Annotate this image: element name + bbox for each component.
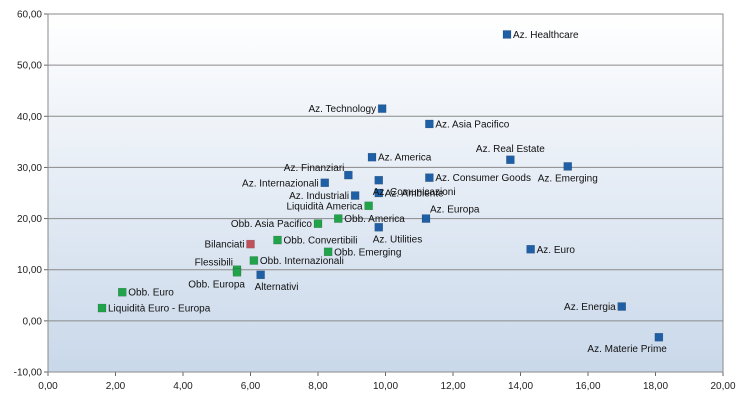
data-point-az-real-estate [506, 155, 515, 165]
data-label-az-america: Az. America [378, 153, 432, 164]
data-point-obb-america [334, 214, 343, 223]
data-point-az-technology [377, 104, 387, 113]
y-tick-label: 20,00 [17, 214, 42, 225]
data-label-az-comunicazioni: Az. Comunicazioni [373, 187, 456, 198]
data-label-az-healthcare: Az. Healthcare [513, 30, 579, 41]
y-tick-label: -10,00 [14, 368, 43, 379]
data-label-flessibili: Flessibili [195, 258, 233, 269]
data-label-obb-internazionali: Obb. Internazionali [260, 256, 344, 267]
plot-area [48, 14, 723, 372]
data-label-az-technology: Az. Technology [308, 104, 376, 115]
data-point-obb-emerging [323, 247, 333, 257]
x-tick-label: 4,00 [173, 381, 193, 392]
data-label-obb-emerging: Obb. Emerging [334, 247, 401, 258]
data-point-az-consumer-goods [425, 173, 434, 182]
data-point-obb-euro [118, 287, 127, 297]
y-tick-label: 50,00 [17, 61, 42, 72]
data-point-obb-asia-pacifico [313, 219, 323, 228]
data-point-az-internazionali [320, 178, 329, 188]
data-label-az-industriali: Az. Industriali [289, 191, 349, 202]
y-tick-label: 0,00 [23, 316, 43, 327]
data-label-az-emerging: Az. Emerging [538, 173, 598, 184]
data-label-az-finanziari: Az. Finanziari [284, 163, 345, 174]
data-label-az-internazionali: Az. Internazionali [242, 178, 319, 189]
data-label-liquidita-euro-europa: Liquidità Euro - Europa [108, 304, 211, 315]
data-point-az-euro [526, 245, 535, 254]
data-label-az-consumer-goods: Az. Consumer Goods [435, 173, 531, 184]
data-point-az-healthcare [502, 30, 512, 39]
x-axis-tick-labels: 0,00 2,00 4,00 6,00 8,00 10,00 12,00 14,00 16,00… [38, 381, 736, 392]
data-point-az-materie-prime [654, 332, 664, 342]
x-tick-label: 6,00 [241, 381, 261, 392]
data-point-liquidita-america [364, 201, 373, 211]
data-label-obb-asia-pacifico: Obb. Asia Pacifico [231, 219, 313, 230]
data-point-az-america [367, 152, 377, 162]
data-labels: Az. Healthcare Az. Technology Az. Asia Pac… [108, 30, 667, 355]
data-label-az-asia-pacifico: Az. Asia Pacifico [435, 119, 509, 130]
data-label-az-utilities: Az. Utilities [373, 234, 422, 245]
data-point-az-comunicazioni [374, 175, 383, 185]
x-tick-label: 2,00 [106, 381, 126, 392]
data-label-az-ambiente: Az. Ambiente [385, 189, 444, 200]
y-tick-label: 10,00 [17, 265, 42, 276]
data-points [97, 30, 664, 342]
data-label-bilanciati: Bilanciati [204, 240, 244, 251]
data-point-obb-internazionali [249, 256, 259, 265]
y-tick-label: 60,00 [17, 10, 42, 21]
x-tick-label: 20,00 [710, 381, 735, 392]
data-label-obb-europa: Obb. Europa [188, 279, 245, 290]
data-label-obb-euro: Obb. Euro [128, 288, 174, 299]
axes [44, 13, 724, 376]
data-label-az-euro: Az. Euro [537, 245, 576, 256]
y-tick-label: 40,00 [17, 112, 42, 123]
data-point-az-finanziari [344, 170, 353, 180]
data-point-obb-europa [232, 268, 242, 277]
x-tick-label: 14,00 [508, 381, 533, 392]
x-tick-label: 8,00 [308, 381, 328, 392]
data-point-az-utilities [374, 223, 383, 232]
data-label-alternativi: Alternativi [255, 282, 299, 293]
plot-border [47, 13, 724, 373]
data-point-az-energia [617, 302, 626, 311]
data-label-obb-america: Obb. America [344, 214, 405, 225]
x-tick-label: 10,00 [373, 381, 398, 392]
data-point-az-asia-pacifico [425, 119, 434, 129]
data-label-az-europa: Az. Europa [430, 205, 480, 216]
x-tick-label: 18,00 [643, 381, 668, 392]
data-point-az-ambiente [374, 188, 383, 198]
x-tick-label: 16,00 [575, 381, 600, 392]
data-point-az-europa [421, 214, 431, 223]
data-label-az-energia: Az. Energia [564, 302, 616, 313]
data-point-az-industriali [350, 191, 360, 200]
data-point-alternativi [256, 270, 265, 280]
data-label-az-materie-prime: Az. Materie Prime [587, 344, 667, 355]
data-label-az-real-estate: Az. Real Estate [476, 144, 545, 155]
y-axis-tick-labels: -10,00 0,00 10,00 20,00 30,00 40,00 50,00 60,00 [14, 10, 43, 379]
data-label-obb-convertibili: Obb. Convertibili [284, 236, 358, 247]
y-tick-label: 30,00 [17, 163, 42, 174]
x-tick-label: 0,00 [38, 381, 58, 392]
x-tick-label: 12,00 [440, 381, 465, 392]
data-point-bilanciati [246, 239, 255, 249]
data-point-az-emerging [563, 162, 572, 171]
data-point-liquidita-euro-europa [97, 303, 107, 313]
data-label-liquidita-america: Liquidità America [286, 201, 363, 212]
data-point-obb-convertibili [273, 235, 282, 245]
